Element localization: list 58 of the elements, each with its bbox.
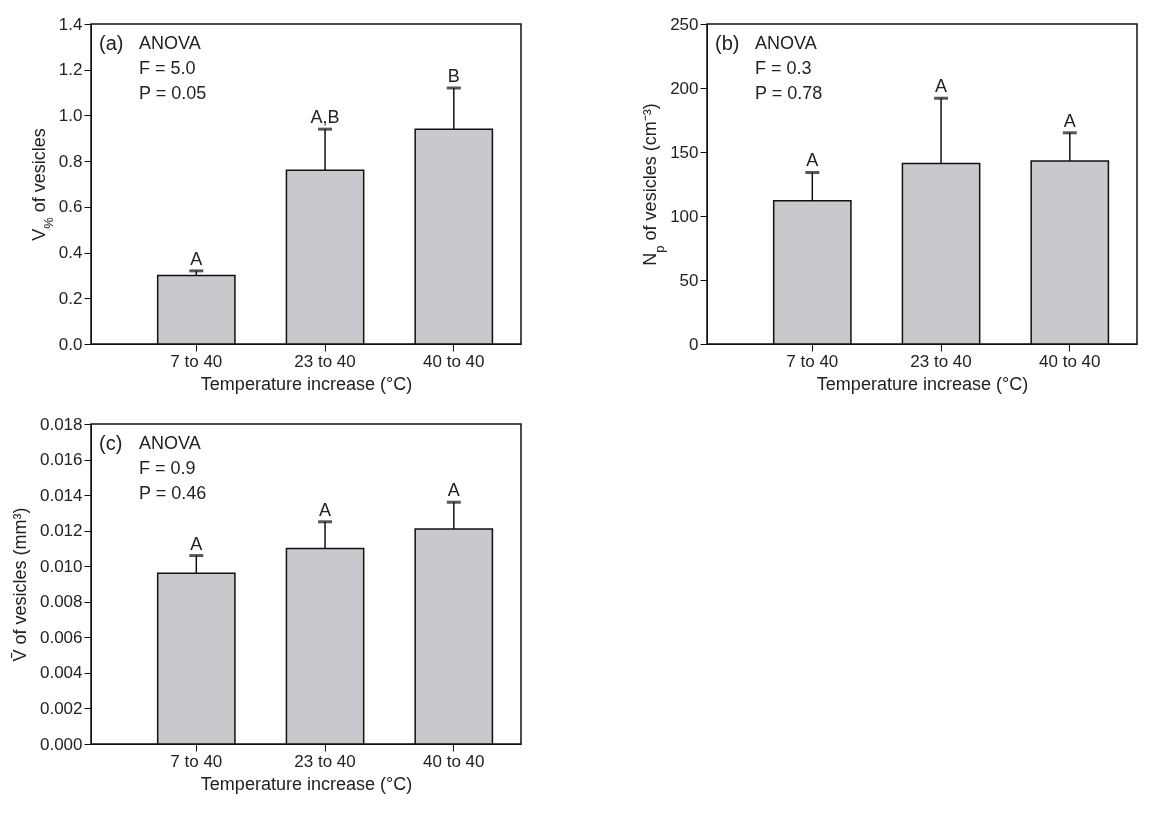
x-axis-title: Temperature increase (°C) (200, 373, 413, 394)
x-tick-label: 23 to 40 (294, 351, 356, 371)
y-tick-label: 0.006 (39, 627, 83, 647)
annotation: P = 0.46 (139, 483, 207, 503)
annotation: F = 0.9 (139, 458, 196, 478)
y-tick-label: 0.012 (39, 521, 83, 541)
y-tick-label: 100 (670, 206, 699, 226)
y-tick-label: 1.2 (58, 60, 83, 80)
y-tick-label: 0.002 (39, 698, 83, 718)
annotation: F = 0.3 (755, 58, 812, 78)
annotation: A (447, 480, 460, 501)
annotation: P = 0.78 (755, 83, 823, 103)
x-axis-title: Temperature increase (°C) (200, 773, 413, 794)
y-tick-label: 0.4 (58, 243, 83, 263)
y-tick-label: 0.010 (39, 556, 83, 576)
y-tick-label: 1.0 (58, 105, 83, 125)
x-tick-label: 7 to 40 (170, 351, 223, 371)
y-tick-label: 0.004 (39, 663, 83, 683)
y-tick-label: 0 (689, 334, 699, 354)
annotation: A,B (310, 107, 340, 128)
y-tick-label: 0.016 (39, 450, 83, 470)
y-tick-label: 0.2 (58, 288, 83, 308)
x-tick-label: 40 to 40 (423, 351, 485, 371)
y-tick-label: 250 (670, 14, 699, 34)
x-tick-label: 7 to 40 (170, 751, 223, 771)
x-tick-label: 23 to 40 (910, 351, 972, 371)
y-axis-title: V̄ of vesicles (mm³) (9, 507, 30, 662)
annotation: (b) (715, 32, 740, 54)
y-tick-label: 0.6 (58, 197, 83, 217)
y-tick-label: 0.018 (39, 414, 83, 434)
y-tick-label: 0.014 (39, 485, 83, 505)
x-axis-title: Temperature increase (°C) (816, 373, 1029, 394)
annotation: A (190, 533, 203, 554)
annotation: F = 5.0 (139, 58, 196, 78)
y-tick-label: 50 (679, 270, 699, 290)
annotation: A (1063, 110, 1076, 131)
annotation: B (447, 66, 460, 86)
annotation: (c) (99, 432, 123, 454)
y-tick-label: 1.4 (58, 14, 83, 34)
annotation: A (935, 76, 948, 97)
annotation: ANOVA (139, 433, 201, 453)
y-tick-label: 0.008 (39, 592, 83, 612)
y-tick-label: 150 (670, 142, 699, 162)
annotation: A (190, 248, 203, 269)
annotation: ANOVA (139, 33, 201, 53)
y-tick-label: 200 (670, 78, 699, 98)
x-tick-label: 40 to 40 (1039, 351, 1101, 371)
y-tick-label: 0.0 (58, 334, 83, 354)
y-tick-label: 0.8 (58, 151, 83, 171)
annotation: A (806, 150, 819, 171)
annotation: A (319, 499, 332, 520)
x-tick-label: 23 to 40 (294, 751, 356, 771)
annotation: P = 0.05 (139, 83, 207, 103)
y-tick-label: 0.000 (39, 734, 83, 754)
x-tick-label: 40 to 40 (423, 751, 485, 771)
annotation: ANOVA (755, 33, 817, 53)
annotation: (a) (99, 32, 124, 54)
x-tick-label: 7 to 40 (786, 351, 839, 371)
